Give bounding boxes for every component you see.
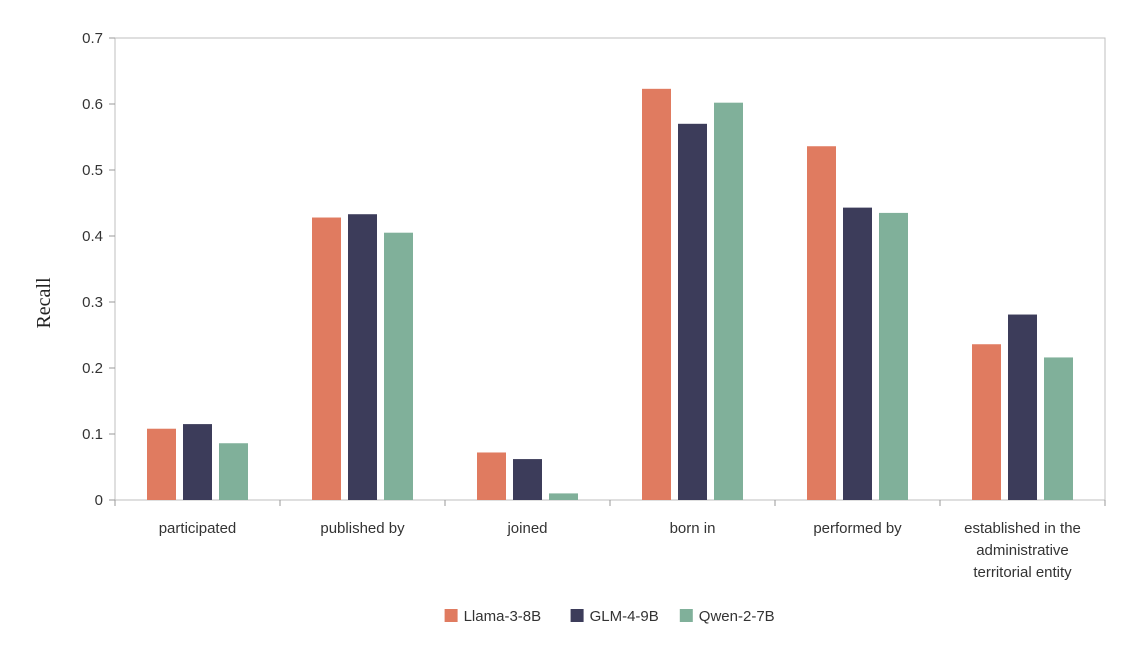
plot-border [114,37,1106,501]
bar-qwen-2-7b-4 [879,212,908,500]
bars [147,88,1073,501]
y-tick-label: 0.5 [82,162,103,179]
bar-glm-4-9b-0 [183,424,212,500]
y-tick-label: 0 [95,492,103,509]
bar-llama-3-8b-3 [642,88,671,500]
y-tick-label: 0.3 [82,294,103,311]
legend-label: Qwen-2-7B [699,608,775,625]
bar-qwen-2-7b-3 [714,102,743,501]
x-tick-label: performed by [813,520,902,537]
bar-glm-4-9b-3 [678,123,707,501]
bar-glm-4-9b-2 [513,459,542,500]
y-tick-label: 0.6 [82,96,103,113]
legend-swatch [570,609,584,622]
bar-llama-3-8b-0 [147,428,176,500]
bar-llama-3-8b-1 [312,217,341,500]
y-axis-title: Recall [33,277,55,329]
y-axis: 0 0.1 0.2 0.3 0.4 0.5 0.6 0.7 [82,30,115,509]
legend-swatch [679,609,693,622]
x-tick-label: published by [320,520,405,537]
bar-glm-4-9b-5 [1008,314,1037,500]
x-tick-label: participated [159,520,237,537]
bar-llama-3-8b-5 [972,344,1001,500]
y-tick-label: 0.4 [82,228,103,245]
legend-item: Llama-3-8B [444,608,542,625]
legend-label: GLM-4-9B [590,608,659,625]
bar-llama-3-8b-2 [477,452,506,500]
x-tick-label: established in the administrative territor… [964,520,1081,581]
legend: Llama-3-8B GLM-4-9B Qwen-2-7B [444,608,775,625]
x-tick-label: born in [670,520,716,537]
legend-label: Llama-3-8B [464,608,542,625]
bar-glm-4-9b-4 [843,207,872,500]
legend-item: Qwen-2-7B [679,608,775,625]
y-tick-label: 0.7 [82,30,103,47]
bar-llama-3-8b-4 [807,146,836,501]
bar-glm-4-9b-1 [348,214,377,500]
x-axis: participated published by joined born in per… [114,500,1106,581]
y-tick-label: 0.2 [82,360,103,377]
bar-qwen-2-7b-2 [549,493,578,500]
x-tick-label: joined [506,520,547,537]
bar-qwen-2-7b-5 [1044,357,1073,500]
legend-item: GLM-4-9B [570,608,659,625]
y-tick-label: 0.1 [82,426,103,443]
plot-frame [114,37,1106,501]
bar-qwen-2-7b-0 [219,443,248,500]
legend-swatch [444,609,458,622]
bar-qwen-2-7b-1 [384,232,413,500]
